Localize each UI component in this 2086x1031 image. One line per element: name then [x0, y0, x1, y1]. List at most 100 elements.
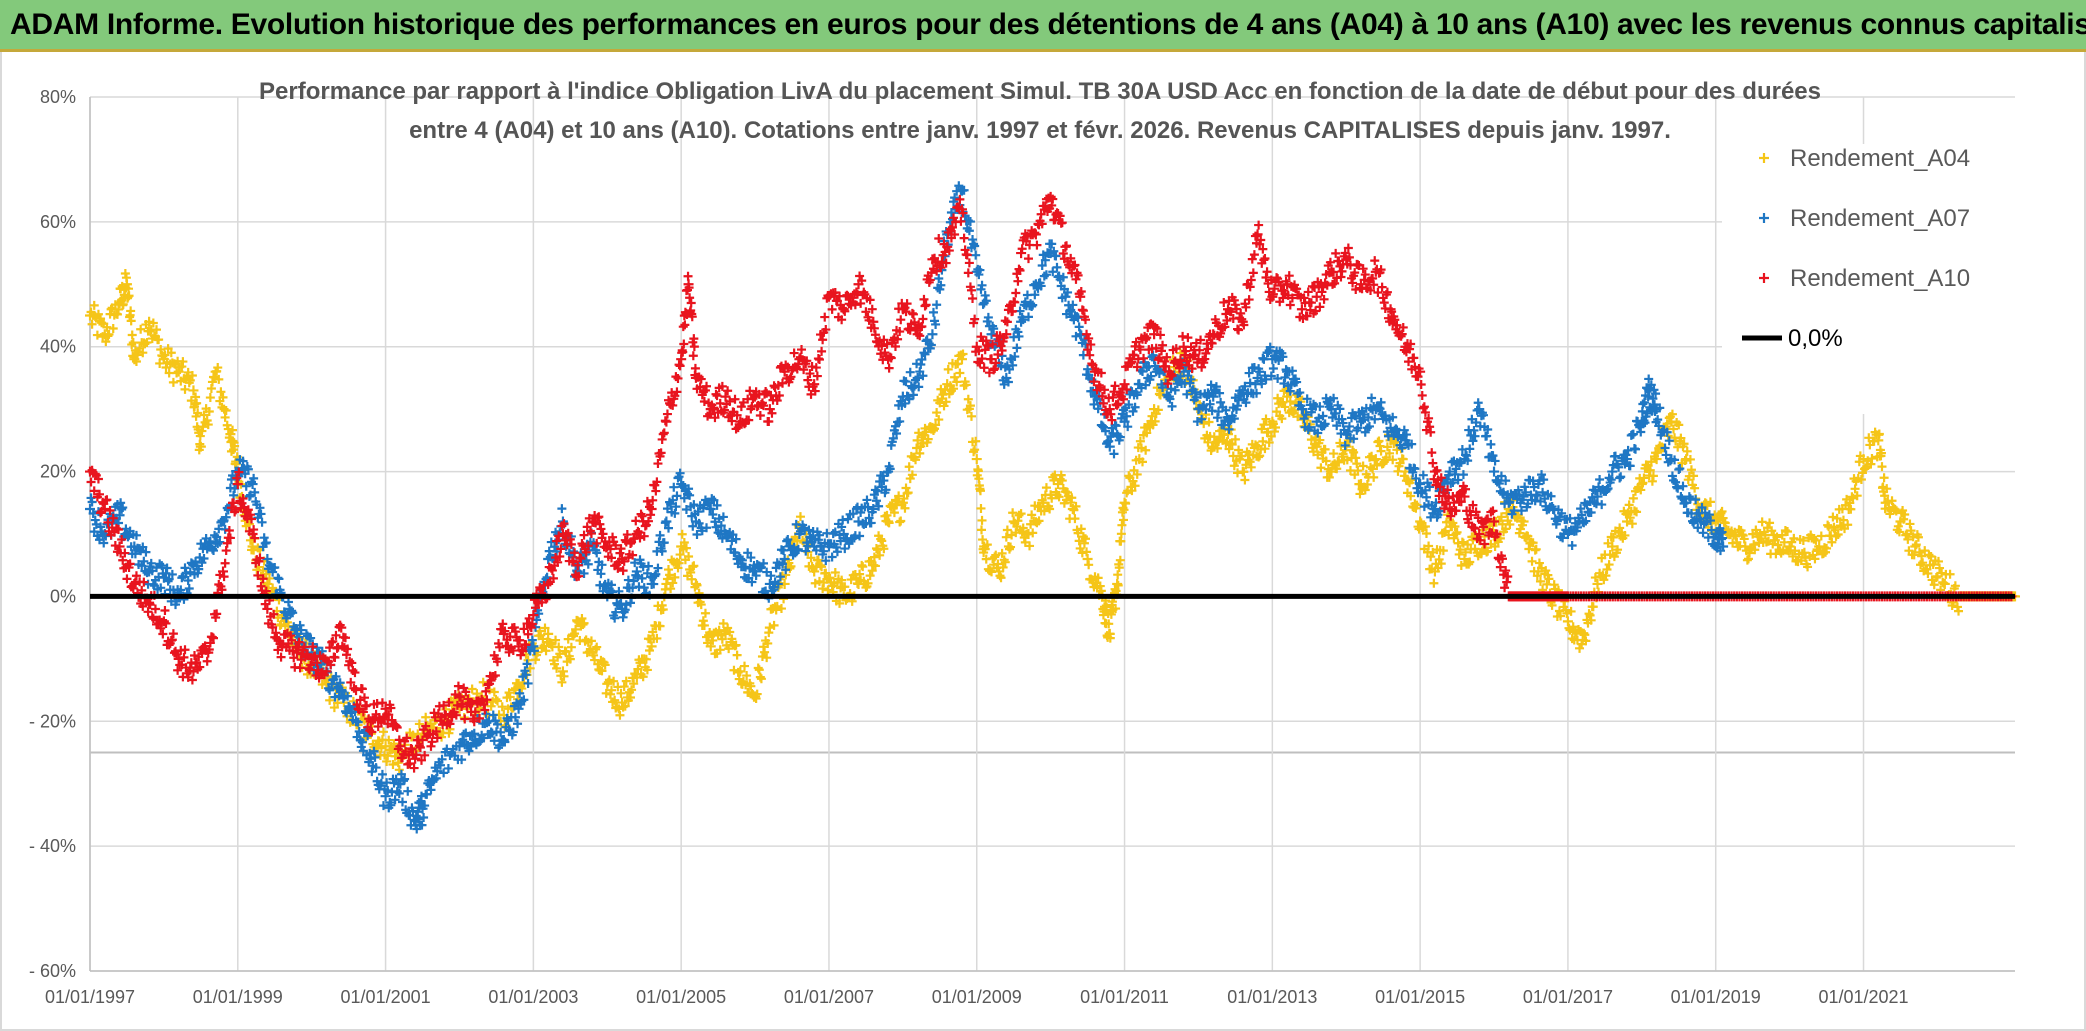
- data-point: [541, 646, 551, 656]
- data-point: [213, 363, 223, 373]
- data-point: [903, 488, 913, 498]
- data-point: [606, 685, 616, 695]
- data-point: [413, 814, 423, 824]
- data-point: [325, 685, 335, 695]
- data-point: [1674, 420, 1684, 430]
- data-point: [1911, 540, 1921, 550]
- data-point: [108, 324, 118, 334]
- data-point: [1406, 491, 1416, 501]
- data-point: [900, 503, 910, 513]
- data-point: [1240, 475, 1250, 485]
- data-point: [176, 585, 186, 595]
- data-point: [1022, 529, 1032, 539]
- data-point: [882, 510, 892, 520]
- data-point: [1321, 456, 1331, 466]
- data-point: [905, 367, 915, 377]
- data-point: [1105, 633, 1115, 643]
- data-point: [1045, 504, 1055, 514]
- data-point: [488, 710, 498, 720]
- data-point: [1071, 501, 1081, 511]
- data-point: [971, 454, 982, 465]
- data-point: [435, 760, 445, 770]
- data-point: [1869, 436, 1879, 446]
- data-point: [178, 357, 188, 367]
- data-point: [592, 642, 602, 652]
- data-point: [1367, 393, 1377, 403]
- data-point: [400, 774, 410, 784]
- data-point: [1874, 429, 1884, 439]
- data-point: [1646, 457, 1656, 467]
- data-point: [1349, 447, 1359, 457]
- data-point: [1636, 485, 1646, 495]
- data-point: [717, 634, 727, 644]
- data-point: [869, 552, 879, 562]
- data-point: [752, 689, 762, 699]
- data-point: [199, 554, 209, 564]
- data-point: [1054, 492, 1064, 502]
- data-point: [357, 684, 367, 694]
- data-point: [426, 785, 436, 795]
- data-point: [1945, 569, 1955, 579]
- data-point: [579, 618, 589, 628]
- data-point: [1153, 405, 1163, 415]
- data-point: [1850, 484, 1860, 494]
- data-point: [529, 646, 539, 656]
- data-point: [966, 411, 976, 421]
- data-point: [1473, 398, 1483, 408]
- data-point: [389, 739, 399, 749]
- data-point: [740, 661, 750, 671]
- data-point: [1002, 525, 1012, 535]
- data-point: [122, 574, 132, 584]
- data-point: [1421, 529, 1431, 539]
- data-point: [1588, 602, 1598, 612]
- data-point: [256, 509, 266, 519]
- data-point: [491, 694, 501, 704]
- data-point: [137, 561, 147, 571]
- data-point: [806, 553, 816, 563]
- data-point: [1541, 566, 1551, 576]
- data-point: [268, 583, 278, 593]
- data-point: [1369, 472, 1379, 482]
- data-point: [348, 715, 358, 725]
- data-point: [700, 608, 710, 618]
- data-point: [221, 512, 231, 522]
- data-point: [1838, 515, 1848, 525]
- data-point: [138, 542, 148, 552]
- data-point: [228, 425, 238, 435]
- data-point: [160, 350, 170, 360]
- data-point: [1067, 493, 1077, 503]
- data-point: [421, 712, 431, 722]
- data-point: [953, 359, 963, 369]
- data-point: [1258, 436, 1268, 446]
- data-point: [215, 537, 225, 547]
- data-point: [998, 562, 1008, 572]
- data-point: [1735, 541, 1745, 551]
- data-point: [497, 702, 507, 712]
- data-point: [941, 397, 951, 407]
- data-point: [563, 634, 573, 644]
- data-point: [1906, 526, 1916, 536]
- data-point: [896, 516, 906, 526]
- data-point: [439, 768, 449, 778]
- data-point: [970, 445, 980, 455]
- data-point: [1104, 619, 1114, 629]
- data-point: [959, 233, 969, 243]
- data-point: [1843, 520, 1853, 530]
- data-point: [731, 640, 741, 650]
- data-point: [130, 549, 140, 559]
- data-point: [732, 650, 742, 660]
- data-point: [870, 561, 880, 571]
- data-point: [1266, 431, 1276, 441]
- data-point: [335, 678, 345, 688]
- data-point: [141, 547, 151, 557]
- data-point: [394, 788, 404, 798]
- data-point: [996, 573, 1006, 583]
- data-point: [383, 786, 393, 796]
- data-point: [1628, 493, 1638, 503]
- data-point: [523, 678, 533, 688]
- data-point: [1648, 471, 1658, 481]
- data-point: [982, 540, 992, 550]
- data-point: [604, 675, 614, 685]
- data-point: [715, 645, 725, 655]
- data-point: [1076, 524, 1086, 534]
